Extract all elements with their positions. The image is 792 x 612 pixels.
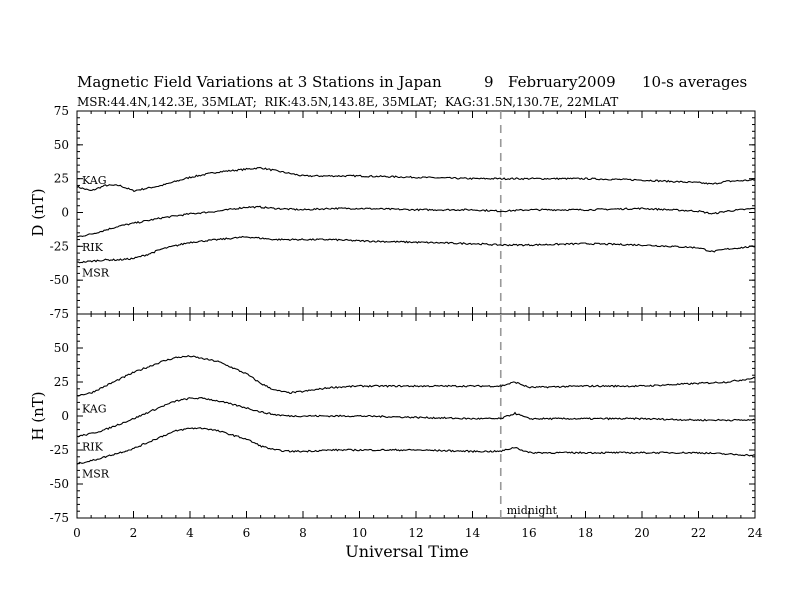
title-main: Magnetic Field Variations at 3 Stations … (77, 73, 442, 91)
y-tick-label: 75 (54, 104, 69, 118)
y-tick-label: -75 (50, 307, 69, 321)
series-line-rik-bottom (76, 397, 756, 438)
y-tick-label: -50 (50, 273, 69, 287)
x-tick-label: 22 (691, 526, 706, 540)
series-label-rik: RIK (82, 440, 104, 453)
midnight-label: midnight (507, 504, 558, 517)
y-tick-label: 25 (54, 375, 69, 389)
y-axis-label: H (nT) (29, 391, 47, 440)
y-tick-label: 0 (61, 206, 69, 220)
x-tick-label: 4 (186, 526, 194, 540)
series-label-msr: MSR (82, 267, 110, 280)
y-axis-label: D (nT) (29, 188, 47, 236)
chart-title: Magnetic Field Variations at 3 Stations … (77, 73, 747, 163)
x-tick-label: 16 (521, 526, 536, 540)
series-line-msr-top (76, 235, 756, 264)
plot-frame-top (76, 110, 756, 315)
series-label-rik: RIK (82, 241, 104, 254)
x-tick-label: 6 (243, 526, 251, 540)
y-tick-label: -25 (50, 239, 69, 253)
y-tick-label: 50 (54, 138, 69, 152)
x-tick-label: 14 (465, 526, 481, 540)
series-line-msr-bottom (76, 427, 755, 465)
series-label-kag: KAG (82, 174, 107, 187)
series-label-msr: MSR (82, 468, 110, 481)
y-tick-label: -75 (50, 511, 69, 525)
title-day: 9 (484, 73, 494, 91)
y-tick-label: 25 (54, 172, 69, 186)
x-axis-label: Universal Time (345, 542, 468, 561)
x-tick-label: 18 (578, 526, 593, 540)
series-line-kag-bottom (76, 354, 756, 397)
series-label-kag: KAG (82, 403, 107, 416)
title-date: February2009 (508, 73, 616, 91)
plot-frame-bottom (76, 313, 756, 519)
y-tick-label: -50 (50, 477, 69, 491)
y-tick-label: -25 (50, 443, 69, 457)
chart-subtitle: MSR:44.4N,142.3E, 35MLAT; RIK:43.5N,143.… (77, 95, 619, 109)
x-tick-label: 2 (130, 526, 138, 540)
title-averaging: 10-s averages (642, 73, 748, 91)
x-tick-label: 10 (352, 526, 367, 540)
x-tick-label: 12 (408, 526, 423, 540)
x-tick-label: 24 (747, 526, 763, 540)
x-tick-label: 8 (299, 526, 307, 540)
x-tick-label: 20 (634, 526, 649, 540)
y-tick-label: 0 (61, 409, 69, 423)
series-line-kag-top (76, 166, 756, 193)
x-tick-label: 0 (73, 526, 81, 540)
y-tick-label: 50 (54, 341, 69, 355)
series-line-rik-top (76, 205, 756, 238)
